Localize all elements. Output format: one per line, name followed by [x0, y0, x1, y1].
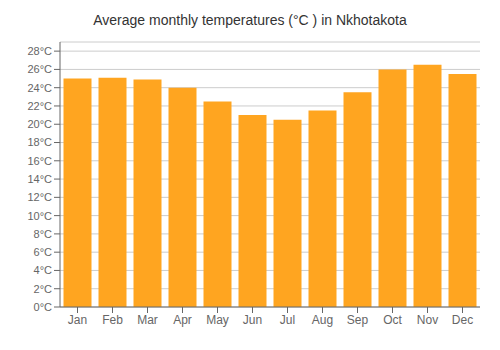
svg-text:2°C: 2°C	[34, 283, 53, 295]
svg-text:10°C: 10°C	[27, 210, 52, 222]
svg-text:20°C: 20°C	[27, 118, 52, 130]
html-text:Average monthly temperatures (: Average monthly temperatures (°C ) in Nk…	[93, 12, 407, 28]
svg-text:Jan: Jan	[68, 313, 87, 327]
svg-text:22°C: 22°C	[27, 100, 52, 112]
svg-text:28°C: 28°C	[27, 45, 52, 57]
svg-text:24°C: 24°C	[27, 82, 52, 94]
svg-text:4°C: 4°C	[34, 264, 53, 276]
svg-text:16°C: 16°C	[27, 155, 52, 167]
svg-text:Mar: Mar	[137, 313, 158, 327]
svg-text:May: May	[206, 313, 229, 327]
svg-text:Sep: Sep	[347, 313, 369, 327]
svg-text:Nov: Nov	[417, 313, 438, 327]
svg-text:12°C: 12°C	[27, 191, 52, 203]
svg-text:Aug: Aug	[312, 313, 333, 327]
svg-text:Oct: Oct	[383, 313, 402, 327]
svg-text:Jul: Jul	[280, 313, 295, 327]
svg-text:0°C: 0°C	[34, 301, 53, 313]
svg-text:Jun: Jun	[243, 313, 262, 327]
svg-text:Dec: Dec	[452, 313, 473, 327]
svg-text:Apr: Apr	[173, 313, 192, 327]
svg-text:26°C: 26°C	[27, 63, 52, 75]
svg-text:Feb: Feb	[102, 313, 123, 327]
svg-text:6°C: 6°C	[34, 246, 53, 258]
svg-text:14°C: 14°C	[27, 173, 52, 185]
svg-text:18°C: 18°C	[27, 136, 52, 148]
svg-text:8°C: 8°C	[34, 228, 53, 240]
